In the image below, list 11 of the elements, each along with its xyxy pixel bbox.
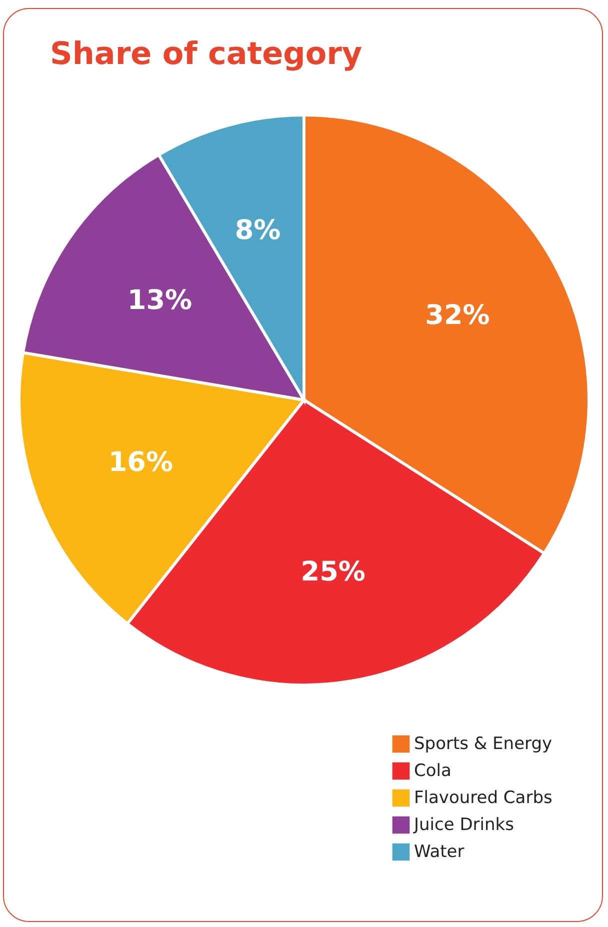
data-label: 25% [300,556,366,588]
data-label: 8% [234,215,281,246]
data-label: 13% [127,284,192,316]
legend-label: Juice Drinks [413,815,514,835]
legend-label: Flavoured Carbs [414,788,552,808]
legend-label: Water [414,842,464,862]
data-label: 32% [425,300,490,331]
data-label: 16% [108,446,174,478]
legend-label: Sports & Energy [414,734,552,754]
chart-title: Share of category [50,36,362,72]
legend-label: Cola [414,761,452,781]
